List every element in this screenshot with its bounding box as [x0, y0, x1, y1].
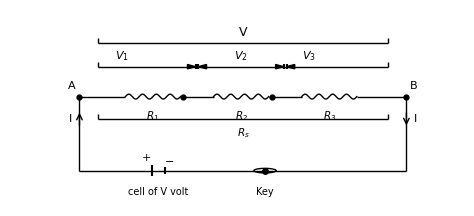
- Polygon shape: [187, 64, 196, 69]
- Text: cell of V volt: cell of V volt: [128, 187, 189, 197]
- Text: A: A: [68, 81, 76, 91]
- Text: $R_2$: $R_2$: [235, 109, 247, 123]
- Text: $V_2$: $V_2$: [234, 49, 248, 62]
- Text: B: B: [410, 81, 418, 91]
- Text: $V_1$: $V_1$: [115, 49, 128, 62]
- Text: $V_3$: $V_3$: [302, 49, 316, 62]
- Polygon shape: [287, 64, 295, 69]
- Text: $R_s$: $R_s$: [237, 126, 249, 140]
- Text: $R_1$: $R_1$: [146, 109, 160, 123]
- Text: $-$: $-$: [164, 155, 174, 165]
- Text: I: I: [414, 114, 417, 124]
- Text: Key: Key: [256, 187, 274, 197]
- Text: $R_3$: $R_3$: [323, 109, 336, 123]
- Polygon shape: [199, 64, 207, 69]
- Text: I: I: [69, 114, 72, 124]
- Text: V: V: [239, 26, 247, 39]
- Polygon shape: [275, 64, 284, 69]
- Text: +: +: [142, 153, 151, 163]
